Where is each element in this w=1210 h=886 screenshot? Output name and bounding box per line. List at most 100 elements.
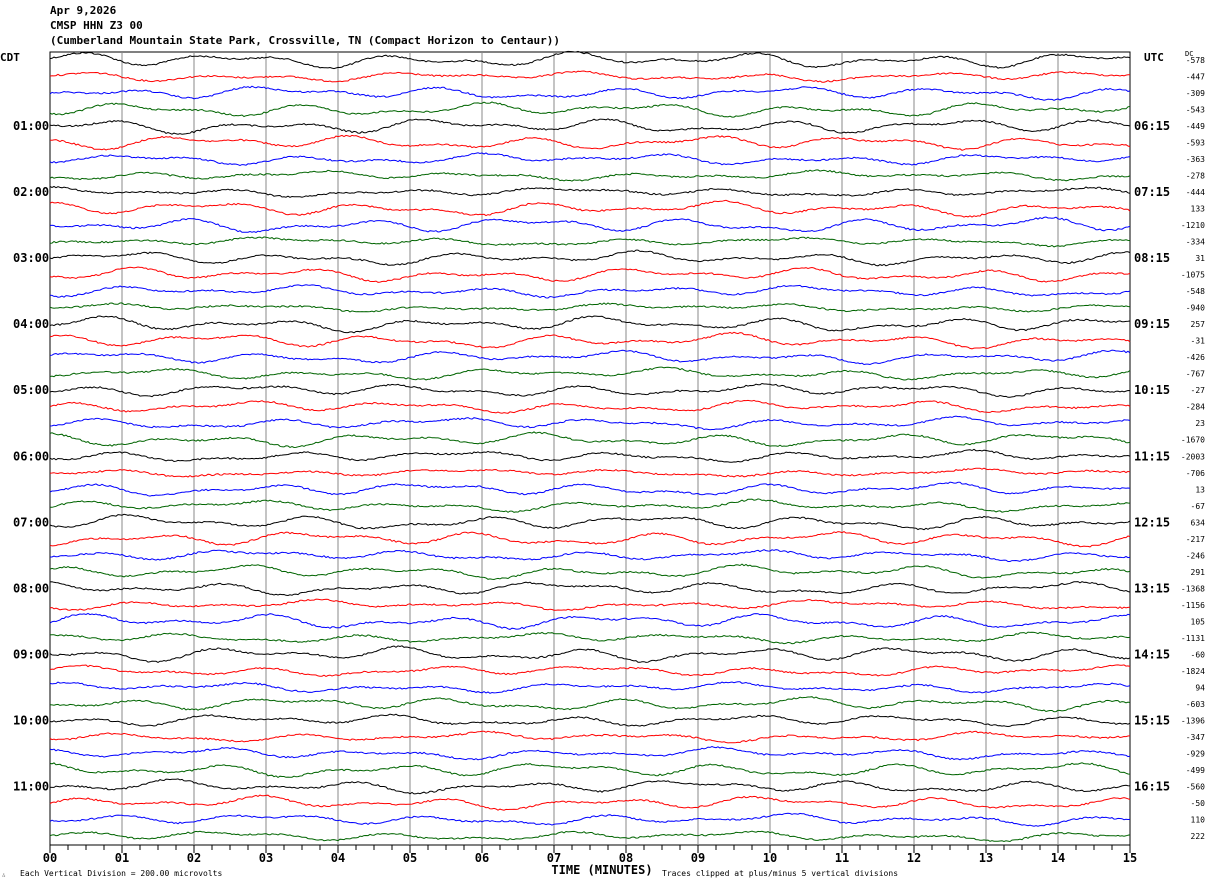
dc-offset-label: -31 xyxy=(1191,337,1206,346)
date-label: Apr 9,2026 xyxy=(50,4,117,17)
dc-offset-label: -1824 xyxy=(1181,667,1205,676)
left-time-label: 07:00 xyxy=(13,515,49,529)
seismic-trace xyxy=(49,169,1131,182)
left-time-label: 01:00 xyxy=(13,119,49,133)
clip-note: Traces clipped at plus/minus 5 vertical … xyxy=(662,869,898,878)
dc-offset-label: -560 xyxy=(1186,782,1205,791)
dc-offset-label: -1670 xyxy=(1181,436,1205,445)
seismic-trace xyxy=(49,481,1131,497)
x-tick-label: 14 xyxy=(1051,851,1065,865)
left-axis-label: CDT xyxy=(0,51,20,64)
right-time-label: 13:15 xyxy=(1134,581,1170,595)
dc-offset-label: -1131 xyxy=(1181,634,1205,643)
seismic-trace xyxy=(49,730,1131,744)
seismic-trace xyxy=(49,563,1131,581)
x-tick-label: 09 xyxy=(691,851,705,865)
dc-offset-label: -543 xyxy=(1186,106,1205,115)
seismic-trace xyxy=(49,415,1131,431)
left-time-label: 04:00 xyxy=(13,317,49,331)
seismic-trace xyxy=(49,664,1131,677)
seismic-trace xyxy=(49,331,1131,350)
dc-offset-label: 23 xyxy=(1195,419,1205,428)
x-tick-label: 03 xyxy=(259,851,273,865)
left-time-label: 10:00 xyxy=(13,713,49,727)
right-time-label: 06:15 xyxy=(1134,119,1170,133)
dc-label: DC xyxy=(1185,50,1193,58)
dc-offset-label: -1368 xyxy=(1181,584,1205,593)
dc-offset-label: -309 xyxy=(1186,89,1205,98)
seismic-trace xyxy=(49,467,1131,478)
dc-offset-label: 110 xyxy=(1191,815,1206,824)
x-tick-label: 02 xyxy=(187,851,201,865)
x-tick-label: 13 xyxy=(979,851,993,865)
right-time-label: 08:15 xyxy=(1134,251,1170,265)
right-time-label: 10:15 xyxy=(1134,383,1170,397)
x-tick-label: 15 xyxy=(1123,851,1137,865)
x-tick-label: 06 xyxy=(475,851,489,865)
dc-offset-label: 257 xyxy=(1191,320,1206,329)
dc-offset-label: -603 xyxy=(1186,700,1205,709)
left-time-label: 09:00 xyxy=(13,647,49,661)
dc-offset-label: -278 xyxy=(1186,172,1205,181)
seismic-trace xyxy=(49,645,1131,663)
dc-offset-label: -2003 xyxy=(1181,452,1205,461)
right-time-label: 12:15 xyxy=(1134,515,1170,529)
dc-offset-label: -1396 xyxy=(1181,716,1205,725)
station-label: CMSP HHN Z3 00 xyxy=(50,19,143,32)
x-tick-label: 08 xyxy=(619,851,633,865)
seismic-trace xyxy=(49,681,1131,694)
seismic-trace xyxy=(49,302,1131,313)
seismic-trace xyxy=(49,778,1131,795)
seismic-trace xyxy=(49,812,1131,827)
x-tick-label: 12 xyxy=(907,851,921,865)
seismic-trace xyxy=(49,152,1131,167)
seismic-trace xyxy=(49,696,1131,713)
dc-offset-label: -1075 xyxy=(1181,271,1205,280)
dc-offset-label: -217 xyxy=(1186,535,1205,544)
dc-offset-label: -284 xyxy=(1186,403,1205,412)
seismic-trace xyxy=(49,366,1131,381)
seismic-trace xyxy=(49,713,1131,728)
dc-offset-label: 94 xyxy=(1195,683,1205,692)
seismic-trace xyxy=(49,448,1131,463)
seismic-trace xyxy=(50,549,1131,562)
seismic-trace xyxy=(49,134,1131,151)
seismic-trace xyxy=(49,118,1131,135)
seismic-trace xyxy=(49,85,1131,101)
x-tick-label: 05 xyxy=(403,851,417,865)
left-time-label: 06:00 xyxy=(13,449,49,463)
right-time-label: 14:15 xyxy=(1134,647,1170,661)
seismic-trace xyxy=(49,581,1131,597)
dc-offset-label: -578 xyxy=(1186,56,1205,65)
dc-offset-label: -593 xyxy=(1186,139,1205,148)
seismic-trace xyxy=(49,612,1131,630)
seismic-trace xyxy=(49,762,1131,779)
dc-offset-label: -444 xyxy=(1186,188,1205,197)
dc-offset-label: -929 xyxy=(1186,749,1205,758)
seismic-trace xyxy=(49,349,1131,366)
x-tick-label: 04 xyxy=(331,851,345,865)
right-axis-label: UTC xyxy=(1144,51,1164,64)
seismic-trace xyxy=(49,745,1131,761)
x-tick-label: 00 xyxy=(43,851,57,865)
right-time-label: 11:15 xyxy=(1134,449,1170,463)
dc-offset-label: -426 xyxy=(1186,353,1205,362)
left-time-label: 02:00 xyxy=(13,185,49,199)
dc-offset-label: -1156 xyxy=(1181,601,1205,610)
dc-offset-label: -50 xyxy=(1191,799,1206,808)
dc-offset-label: -334 xyxy=(1186,238,1205,247)
location-label: (Cumberland Mountain State Park, Crossvi… xyxy=(50,34,560,47)
dc-offset-label: -27 xyxy=(1191,386,1206,395)
seismic-trace xyxy=(49,399,1131,414)
dc-offset-label: -67 xyxy=(1191,502,1206,511)
dc-offset-label: -347 xyxy=(1186,733,1205,742)
dc-offset-label: -449 xyxy=(1186,122,1205,131)
dc-offset-label: 133 xyxy=(1191,205,1206,214)
seismic-trace xyxy=(49,101,1131,118)
dc-offset-label: -548 xyxy=(1186,287,1205,296)
seismic-trace xyxy=(49,185,1131,198)
seismic-trace xyxy=(49,598,1131,611)
seismic-trace xyxy=(50,498,1131,513)
seismic-trace xyxy=(49,199,1131,218)
